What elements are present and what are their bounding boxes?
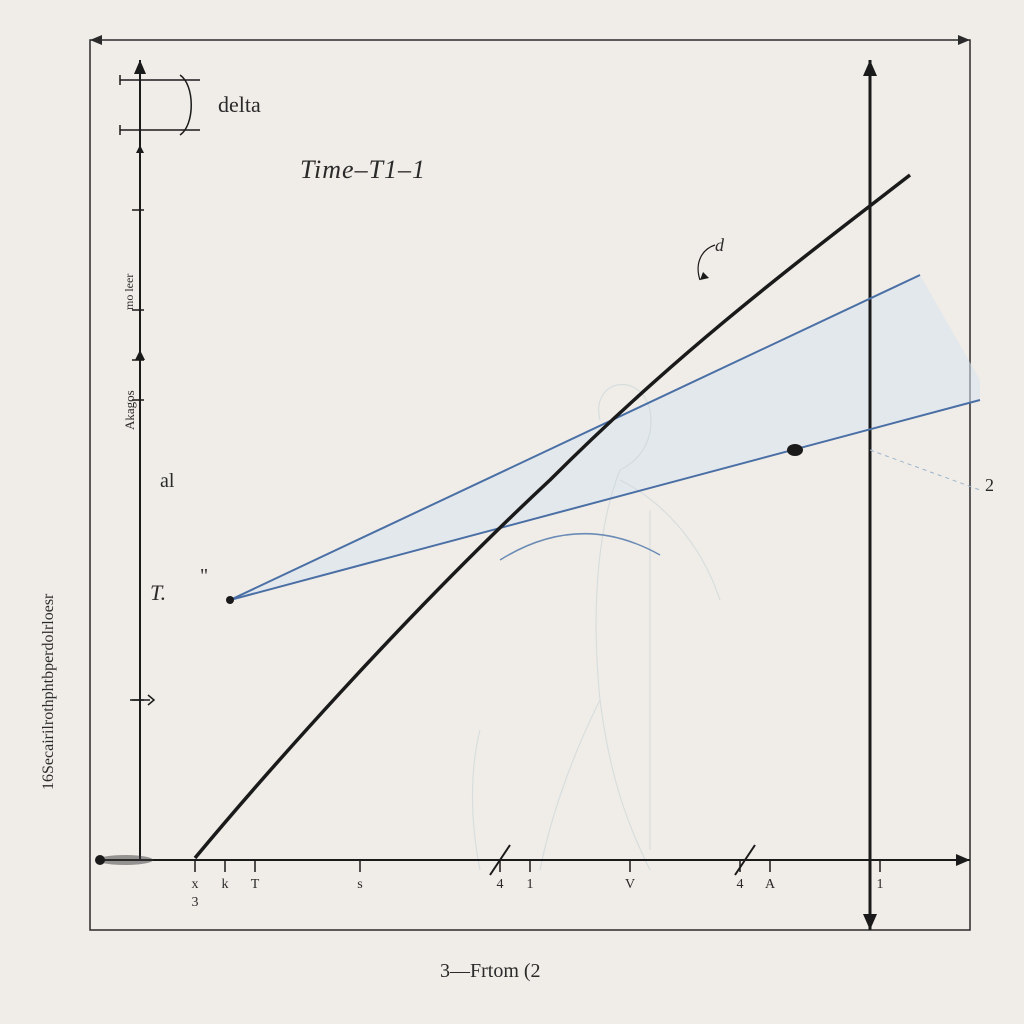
tl-label: T.	[150, 580, 166, 606]
svg-text:4: 4	[737, 877, 744, 892]
delta-label: delta	[218, 92, 261, 118]
time-label: Time–T1–1	[300, 155, 426, 185]
origin-marker	[95, 855, 105, 865]
quote-label: "	[200, 565, 208, 588]
svg-text:4: 4	[497, 877, 504, 892]
chart-container: x3kTs41V4A1 delta Time–T1–1 al T. " 2 d …	[0, 0, 1024, 1024]
d-label: d	[715, 235, 724, 256]
svg-text:1: 1	[527, 877, 534, 892]
y-akagos-label: Akagos	[122, 390, 138, 430]
y-axis-label: 16Secairilrothphtbperdolrloesr	[40, 594, 58, 790]
svg-text:s: s	[357, 877, 362, 892]
y-sub-label: mo leer	[122, 274, 137, 310]
al-label: al	[160, 470, 174, 493]
svg-text:1: 1	[877, 877, 884, 892]
svg-text:k: k	[222, 877, 229, 892]
svg-text:V: V	[625, 877, 635, 892]
start-marker	[226, 596, 234, 604]
x-axis-label: 3—Frtom (2	[440, 960, 541, 983]
svg-text:x: x	[192, 877, 199, 892]
svg-text:A: A	[765, 877, 776, 892]
right-2-label: 2	[985, 475, 994, 496]
chart-svg: x 3 k Ts 4 1 V 4 A 1	[0, 0, 1024, 1024]
svg-text:T: T	[251, 877, 260, 892]
intersection-marker	[787, 444, 803, 456]
svg-text:3: 3	[192, 895, 199, 910]
